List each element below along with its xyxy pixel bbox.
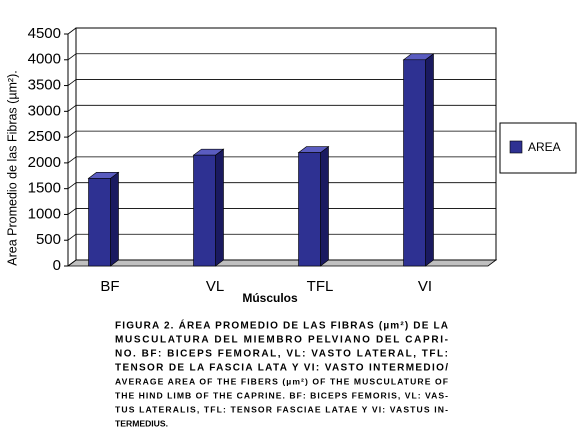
grid-line xyxy=(67,105,77,112)
y-tick-label: 3500 xyxy=(28,77,61,94)
caption-line: MUSCULATURA DEL MIEMBRO PELVIANO DEL CAP… xyxy=(115,335,448,346)
y-tick-label: 500 xyxy=(36,231,61,248)
bar-side xyxy=(215,148,224,267)
x-tick-label: TFL xyxy=(307,278,334,295)
legend-label: AREA xyxy=(528,140,561,154)
caption-line: AVERAGE AREA OF THE FIBERS (µm²) OF THE … xyxy=(115,376,448,386)
y-tick-label: 1500 xyxy=(28,180,61,197)
caption-line: TENSOR DE LA FASCIA LATA Y VI: VASTO INT… xyxy=(115,363,448,374)
caption-line: TERMEDIUS. xyxy=(115,418,168,428)
bar-side xyxy=(110,171,119,267)
x-tick-label: BF xyxy=(100,278,119,295)
x-axis-label: Músculos xyxy=(242,291,298,305)
bar xyxy=(298,152,321,267)
bar-side xyxy=(320,145,329,267)
y-axis-label: Area Promedio de las Fibras (µm²). xyxy=(5,70,19,265)
y-tick-label: 1000 xyxy=(28,205,61,222)
grid-line xyxy=(67,79,77,86)
legend-swatch xyxy=(509,140,523,154)
bar xyxy=(88,178,111,267)
y-tick-label: 2000 xyxy=(28,154,61,171)
grid-line xyxy=(67,156,77,164)
x-tick-label: VI xyxy=(418,278,432,295)
bar xyxy=(403,59,426,267)
caption-line: NO. BF: BICEPS FEMORAL, VL: VASTO LATERA… xyxy=(115,349,448,360)
grid-line xyxy=(67,27,77,35)
x-tick-label: VL xyxy=(206,278,224,295)
caption-line: TUS LATERALIS, TFL: TENSOR FASCIAE LATAE… xyxy=(115,404,448,414)
caption-line: THE HIND LIMB OF THE CAPRINE. BF: BICEPS… xyxy=(115,390,448,400)
y-tick-label: 4000 xyxy=(28,51,61,68)
caption-line: FIGURA 2. ÁREA PROMEDIO DE LAS FIBRAS (µ… xyxy=(115,319,448,332)
y-tick-label: 2500 xyxy=(28,128,61,145)
bar xyxy=(193,154,216,267)
grid-line xyxy=(67,233,77,241)
grid-line xyxy=(67,182,77,189)
grid-line xyxy=(67,259,77,267)
grid-line xyxy=(67,53,77,61)
bar-side xyxy=(425,53,434,267)
y-tick-label: 4500 xyxy=(28,25,61,42)
y-tick-label: 0 xyxy=(53,257,61,274)
y-tick-label: 3000 xyxy=(28,102,61,119)
grid-line xyxy=(67,208,77,215)
grid-line xyxy=(67,130,77,138)
